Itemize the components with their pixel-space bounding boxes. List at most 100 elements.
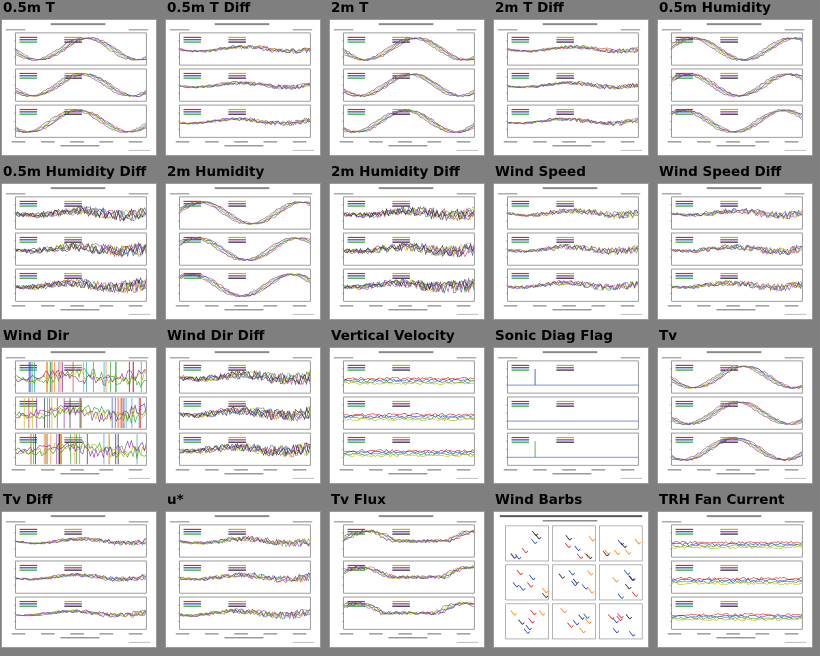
- plot-panel: [505, 68, 639, 102]
- plot-title: Sonic Diag Flag: [495, 328, 613, 344]
- plot-thumbnail-image: [661, 515, 807, 643]
- plot-tile: Wind Dir: [0, 328, 162, 490]
- plot-tile: Tv Flux: [328, 492, 490, 654]
- plot-panel: [669, 268, 803, 302]
- plot-thumbnail-link[interactable]: [493, 183, 649, 320]
- plot-tile: Wind Dir Diff: [164, 328, 326, 490]
- plot-title: 2m T: [331, 0, 369, 16]
- plot-panel: [13, 432, 147, 466]
- plot-panel: [177, 560, 311, 594]
- barb-panel: [552, 564, 596, 601]
- plot-thumbnail-image: [661, 23, 807, 151]
- plot-thumbnail-link[interactable]: [165, 19, 321, 156]
- plot-title: 0.5m T: [3, 0, 55, 16]
- plot-panel: [505, 360, 639, 394]
- plot-tile: Tv Diff: [0, 492, 162, 654]
- plot-thumbnail-link[interactable]: [329, 183, 485, 320]
- plot-panel: [13, 560, 147, 594]
- plot-thumbnail-link[interactable]: [657, 347, 813, 484]
- plot-title: Tv Diff: [3, 492, 53, 508]
- plot-title: Wind Speed Diff: [659, 164, 782, 180]
- plot-title: Vertical Velocity: [331, 328, 455, 344]
- plot-thumbnail-link[interactable]: [657, 511, 813, 648]
- plot-thumbnail-image: [661, 351, 807, 479]
- plot-panel: [13, 232, 147, 266]
- plot-panel: [13, 196, 147, 230]
- plot-panel: [341, 32, 475, 66]
- plot-title: 0.5m Humidity Diff: [3, 164, 147, 180]
- plot-thumbnail-link[interactable]: [329, 347, 485, 484]
- plot-thumbnail-link[interactable]: [165, 511, 321, 648]
- plot-thumbnail-image: [5, 23, 151, 151]
- plot-panel: [177, 196, 311, 230]
- plot-thumbnail-link[interactable]: [165, 183, 321, 320]
- plot-panel: [341, 68, 475, 102]
- plot-panel: [13, 68, 147, 102]
- plot-panel: [505, 104, 639, 138]
- plot-thumbnail-link[interactable]: [493, 511, 649, 648]
- plot-thumbnail-image: [333, 23, 479, 151]
- plot-panel: [13, 104, 147, 138]
- plot-panel: [505, 432, 639, 466]
- plot-tile: TRH Fan Current: [656, 492, 818, 654]
- barb-panel: [505, 603, 549, 640]
- plot-thumbnail-link[interactable]: [329, 19, 485, 156]
- plot-thumbnail-link[interactable]: [1, 347, 157, 484]
- plot-panel: [177, 232, 311, 266]
- plot-panel: [669, 596, 803, 630]
- plot-panel: [177, 596, 311, 630]
- plot-tile: Wind Barbs: [492, 492, 654, 654]
- plot-panel: [341, 360, 475, 394]
- barb-panel: [599, 564, 643, 601]
- plot-title: 2m T Diff: [495, 0, 564, 16]
- plot-thumbnail-link[interactable]: [1, 511, 157, 648]
- plot-panel: [341, 196, 475, 230]
- plot-thumbnail-link[interactable]: [1, 183, 157, 320]
- plot-panel: [13, 360, 147, 394]
- plot-panel: [341, 560, 475, 594]
- plot-thumbnail-link[interactable]: [493, 19, 649, 156]
- plot-panel: [341, 104, 475, 138]
- plot-tile: Sonic Diag Flag: [492, 328, 654, 490]
- plot-tile: 2m Humidity Diff: [328, 164, 490, 326]
- plot-title: 2m Humidity Diff: [331, 164, 460, 180]
- plot-title: Wind Speed: [495, 164, 586, 180]
- plot-panel: [669, 232, 803, 266]
- plot-panel: [669, 560, 803, 594]
- plot-panel: [13, 596, 147, 630]
- plot-panel: [177, 360, 311, 394]
- plot-thumbnail-link[interactable]: [329, 511, 485, 648]
- plot-panel: [177, 524, 311, 558]
- plot-thumbnail-link[interactable]: [657, 183, 813, 320]
- plot-tile: 0.5m T: [0, 0, 162, 162]
- plot-panel: [341, 268, 475, 302]
- plot-thumbnail-image: [169, 515, 315, 643]
- plot-thumbnail-link[interactable]: [493, 347, 649, 484]
- plot-thumbnail-image: [333, 187, 479, 315]
- plot-tile: 2m Humidity: [164, 164, 326, 326]
- plot-thumbnail-link[interactable]: [657, 19, 813, 156]
- plot-panel: [177, 396, 311, 430]
- plot-title: Wind Dir Diff: [167, 328, 265, 344]
- barb-panel: [505, 525, 549, 562]
- plot-thumbnail-link[interactable]: [1, 19, 157, 156]
- plot-title: Wind Barbs: [495, 492, 583, 508]
- plot-title: Wind Dir: [3, 328, 69, 344]
- plot-thumbnail-image: [169, 187, 315, 315]
- plot-title: 0.5m Humidity: [659, 0, 771, 16]
- plot-title: Tv: [659, 328, 678, 344]
- barb-panel: [599, 603, 643, 640]
- plot-tile: 0.5m T Diff: [164, 0, 326, 162]
- plot-panel: [669, 396, 803, 430]
- plot-title: 2m Humidity: [167, 164, 265, 180]
- plot-panel: [341, 396, 475, 430]
- plot-tile: 2m T Diff: [492, 0, 654, 162]
- plot-title: TRH Fan Current: [659, 492, 785, 508]
- plot-panel: [505, 268, 639, 302]
- plot-thumbnail-image: [5, 515, 151, 643]
- plot-tile: Wind Speed: [492, 164, 654, 326]
- plot-thumbnail-link[interactable]: [165, 347, 321, 484]
- plot-panel: [13, 396, 147, 430]
- plot-tile: u*: [164, 492, 326, 654]
